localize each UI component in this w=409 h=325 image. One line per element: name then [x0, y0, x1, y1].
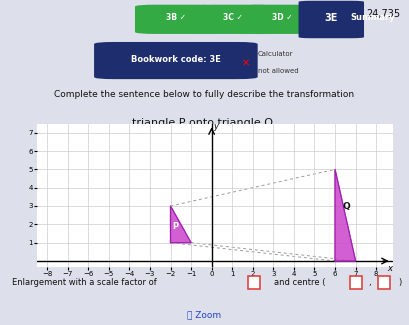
Text: 3C ✓: 3C ✓	[223, 13, 243, 22]
Text: Summary: Summary	[350, 13, 395, 22]
Text: and centre (: and centre (	[274, 279, 326, 287]
Text: Enlargement with a scale factor of: Enlargement with a scale factor of	[12, 279, 157, 287]
Text: triangle P onto triangle Q.: triangle P onto triangle Q.	[132, 118, 277, 128]
Text: ): )	[399, 279, 402, 287]
FancyBboxPatch shape	[192, 5, 274, 34]
Text: 3E: 3E	[325, 13, 338, 22]
Text: x: x	[387, 264, 392, 273]
Polygon shape	[335, 169, 355, 261]
Polygon shape	[171, 206, 191, 243]
FancyBboxPatch shape	[241, 5, 323, 34]
Text: ✕: ✕	[241, 57, 249, 67]
FancyBboxPatch shape	[299, 1, 364, 38]
FancyBboxPatch shape	[135, 5, 217, 34]
Text: 24,735: 24,735	[367, 9, 401, 19]
Text: not allowed: not allowed	[258, 68, 298, 74]
Text: Complete the sentence below to fully describe the transformation: Complete the sentence below to fully des…	[54, 90, 355, 99]
FancyBboxPatch shape	[94, 42, 258, 79]
Text: 3D ✓: 3D ✓	[272, 13, 292, 22]
Text: 3B ✓: 3B ✓	[166, 13, 186, 22]
Text: 🔍 Zoom: 🔍 Zoom	[187, 310, 222, 319]
Text: Bookwork code: 3E: Bookwork code: 3E	[131, 55, 221, 64]
Text: Q: Q	[342, 202, 350, 211]
Text: P: P	[173, 222, 179, 231]
Text: ,: ,	[368, 279, 371, 287]
Text: y: y	[213, 122, 218, 131]
Text: Calculator: Calculator	[258, 51, 293, 57]
